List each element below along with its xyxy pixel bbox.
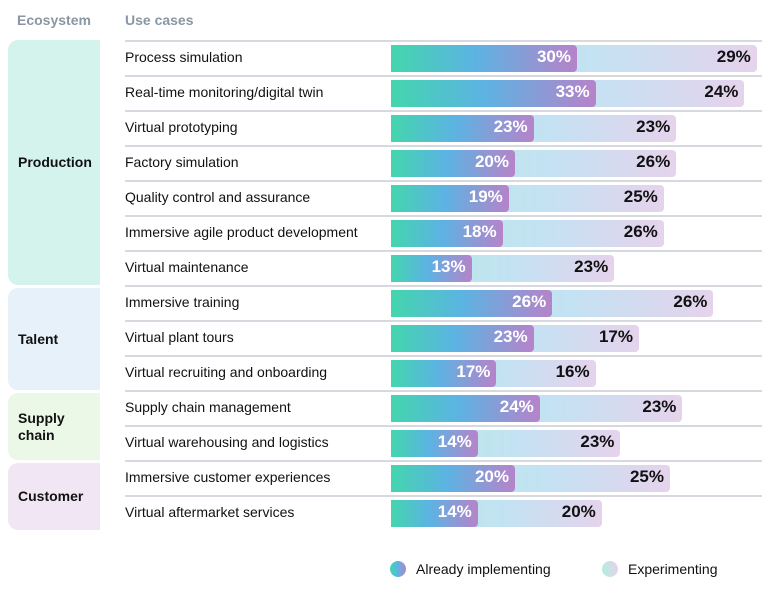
use-case-label: Quality control and assurance <box>125 189 311 205</box>
table-row: Virtual aftermarket services 14% 20% <box>125 495 762 530</box>
value-implementing: 20% <box>474 152 509 171</box>
use-case-label: Virtual maintenance <box>125 259 249 275</box>
value-experimenting: 17% <box>598 327 633 346</box>
value-implementing: 14% <box>437 432 472 451</box>
value-experimenting: 24% <box>704 82 739 101</box>
bar-implementing <box>391 80 596 107</box>
ecosystem-production: Production <box>8 40 100 285</box>
bar-implementing <box>391 465 515 492</box>
use-case-label: Virtual prototyping <box>125 119 238 135</box>
value-experimenting: 23% <box>574 257 609 276</box>
value-implementing: 33% <box>555 82 590 101</box>
value-experimenting: 26% <box>623 222 658 241</box>
bar-implementing <box>391 115 534 142</box>
value-implementing: 14% <box>437 502 472 521</box>
bar-implementing <box>391 150 515 177</box>
table-row: Virtual prototyping 23% 23% <box>125 110 762 145</box>
value-implementing: 13% <box>431 257 466 276</box>
use-case-label: Process simulation <box>125 49 243 65</box>
table-row: Virtual warehousing and logistics 14% 23% <box>125 425 762 460</box>
use-case-label: Virtual plant tours <box>125 329 234 345</box>
use-case-label: Immersive customer experiences <box>125 469 331 485</box>
legend-implementing: Already implementing <box>390 561 551 577</box>
bar-implementing <box>391 325 534 352</box>
table-row: Virtual plant tours 23% 17% <box>125 320 762 355</box>
table-row: Process simulation 30% 29% <box>125 40 762 75</box>
table-row: Virtual maintenance 13% 23% <box>125 250 762 285</box>
bar-implementing <box>391 360 497 387</box>
bar-implementing <box>391 430 478 457</box>
table-row: Immersive training 26% 26% <box>125 285 762 320</box>
value-implementing: 30% <box>536 47 571 66</box>
table-row: Immersive agile product development 18% 26… <box>125 215 762 250</box>
value-implementing: 20% <box>474 467 509 486</box>
value-implementing: 23% <box>493 117 528 136</box>
use-case-label: Virtual aftermarket services <box>125 504 295 520</box>
ecosystem-supply-chain: Supply chain <box>8 393 100 460</box>
value-experimenting: 23% <box>580 432 615 451</box>
bar-implementing <box>391 220 503 247</box>
ecosystem-talent: Talent <box>8 288 100 390</box>
ecosystem-header: Ecosystem <box>17 12 91 28</box>
legend-swatch-experimenting <box>602 561 618 577</box>
legend-label: Experimenting <box>628 561 718 577</box>
use-case-label: Real-time monitoring/digital twin <box>125 84 324 100</box>
value-experimenting: 25% <box>629 467 664 486</box>
value-experimenting: 26% <box>636 152 671 171</box>
value-experimenting: 23% <box>642 397 677 416</box>
bar-implementing <box>391 185 509 212</box>
table-row: Immersive customer experiences 20% 25% <box>125 460 762 495</box>
value-implementing: 23% <box>493 327 528 346</box>
value-experimenting: 20% <box>561 502 596 521</box>
bar-implementing <box>391 45 577 72</box>
value-implementing: 17% <box>456 362 491 381</box>
value-experimenting: 25% <box>623 187 658 206</box>
bar-implementing <box>391 500 478 527</box>
table-row: Factory simulation 20% 26% <box>125 145 762 180</box>
bar-implementing <box>391 395 540 422</box>
use-case-label: Immersive training <box>125 294 240 310</box>
use-case-label: Virtual warehousing and logistics <box>125 434 329 450</box>
ecosystem-customer: Customer <box>8 463 100 530</box>
use-case-label: Supply chain management <box>125 399 291 415</box>
legend-swatch-implementing <box>390 561 406 577</box>
legend-label: Already implementing <box>416 561 551 577</box>
value-experimenting: 16% <box>555 362 590 381</box>
use-case-label: Factory simulation <box>125 154 239 170</box>
value-implementing: 18% <box>462 222 497 241</box>
value-implementing: 24% <box>499 397 534 416</box>
value-experimenting: 29% <box>716 47 751 66</box>
legend-experimenting: Experimenting <box>602 561 718 577</box>
use-cases-header: Use cases <box>125 12 194 28</box>
table-row: Real-time monitoring/digital twin 33% 24% <box>125 75 762 110</box>
value-implementing: 19% <box>468 187 503 206</box>
table-row: Virtual recruiting and onboarding 17% 16% <box>125 355 762 390</box>
value-experimenting: 26% <box>673 292 708 311</box>
table-row: Quality control and assurance 19% 25% <box>125 180 762 215</box>
table-row: Supply chain management 24% 23% <box>125 390 762 425</box>
bar-implementing <box>391 255 472 282</box>
value-implementing: 26% <box>512 292 547 311</box>
bar-implementing <box>391 290 553 317</box>
use-case-label: Virtual recruiting and onboarding <box>125 364 328 380</box>
value-experimenting: 23% <box>636 117 671 136</box>
use-case-label: Immersive agile product development <box>125 224 358 240</box>
